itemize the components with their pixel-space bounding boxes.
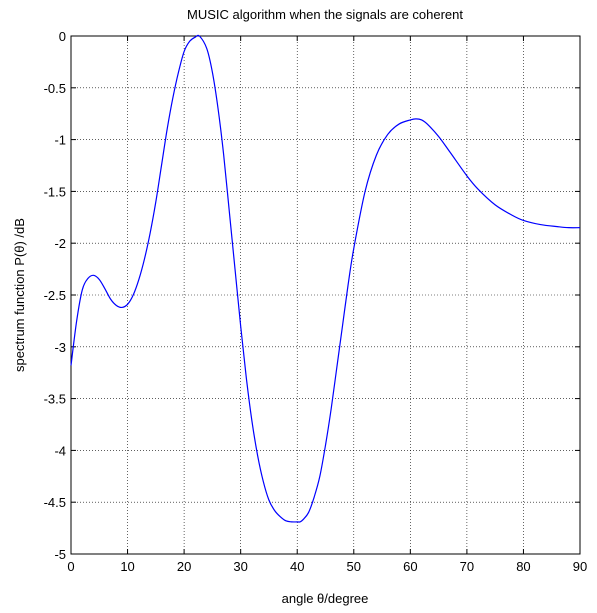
y-tick-label: -4 — [54, 443, 66, 458]
y-tick-label: 0 — [59, 29, 66, 44]
x-tick-label: 40 — [290, 559, 304, 574]
y-tick-label: -0.5 — [44, 81, 66, 96]
chart-title: MUSIC algorithm when the signals are coh… — [187, 7, 463, 22]
x-axis-label: angle θ/degree — [282, 591, 369, 606]
plot-frame — [70, 35, 581, 555]
y-tick-label: -1.5 — [44, 184, 66, 199]
x-tick-label: 20 — [177, 559, 191, 574]
x-tick-label: 50 — [347, 559, 361, 574]
x-tick-label: 70 — [460, 559, 474, 574]
x-tick-labels: 0 10 20 30 40 50 60 70 80 90 — [67, 559, 587, 574]
y-tick-label: -2.5 — [44, 288, 66, 303]
y-tick-label: -5 — [54, 547, 66, 562]
y-tick-labels: 0 -0.5 -1 -1.5 -2 -2.5 -3 -3.5 -4 -4.5 -5 — [44, 29, 66, 562]
y-tick-label: -3 — [54, 340, 66, 355]
x-tick-label: 90 — [573, 559, 587, 574]
x-tick-label: 80 — [516, 559, 530, 574]
y-axis-label: spectrum function P(θ) /dB — [12, 218, 27, 372]
y-tick-label: -4.5 — [44, 495, 66, 510]
x-tick-label: 0 — [67, 559, 74, 574]
x-tick-label: 30 — [233, 559, 247, 574]
x-tick-label: 10 — [120, 559, 134, 574]
grid-lines — [71, 36, 580, 554]
y-tick-label: -1 — [54, 133, 66, 148]
y-tick-label: -2 — [54, 236, 66, 251]
x-tick-label: 60 — [403, 559, 417, 574]
spectrum-line — [70, 34, 581, 523]
y-tick-label: -3.5 — [44, 392, 66, 407]
